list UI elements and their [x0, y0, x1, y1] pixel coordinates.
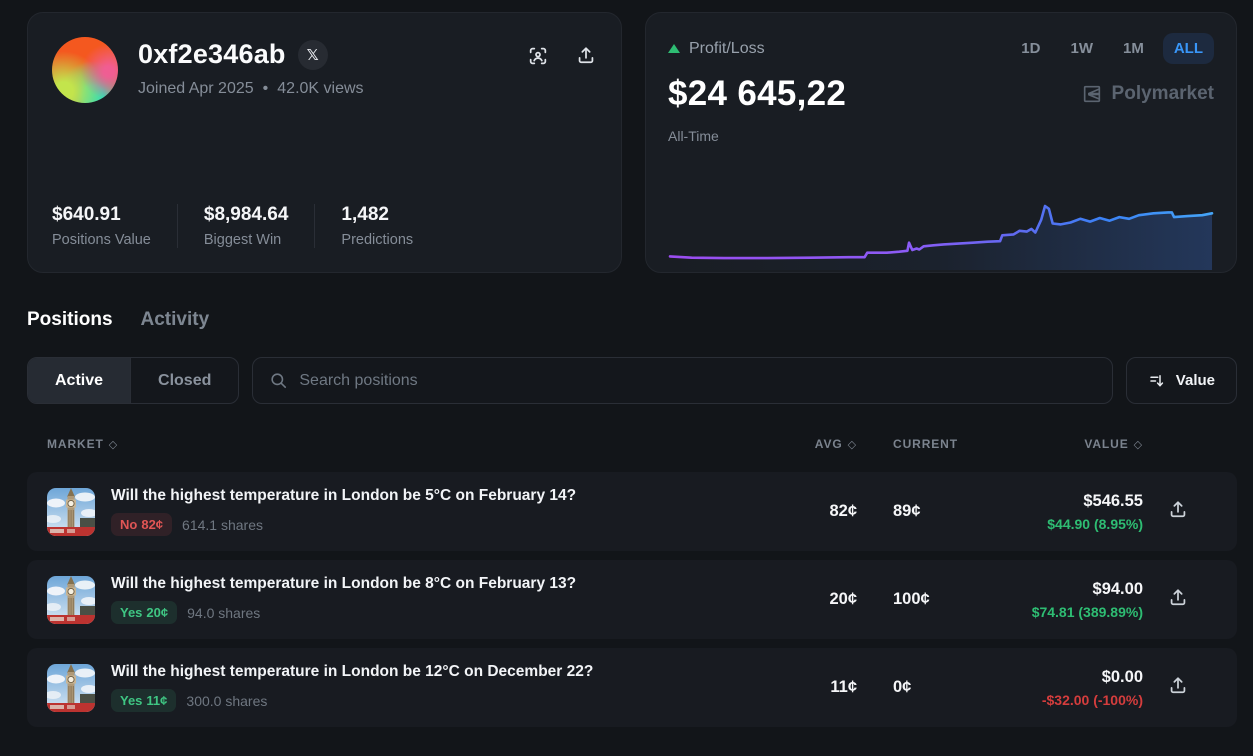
- filter-active-button[interactable]: Active: [28, 358, 131, 403]
- meta-separator-dot: •: [262, 80, 269, 97]
- outcome-badge: No 82¢: [111, 513, 173, 536]
- market-thumbnail-bigben: [47, 576, 95, 624]
- stat-positions-value: $640.91 Positions Value: [52, 204, 177, 248]
- position-row[interactable]: Will the highest temperature in London b…: [27, 648, 1237, 727]
- profile-stats: $640.91 Positions Value $8,984.64 Bigges…: [52, 204, 597, 248]
- profit-loss-title: Profit/Loss: [668, 40, 765, 58]
- tab-activity[interactable]: Activity: [140, 309, 210, 330]
- range-all-button[interactable]: ALL: [1162, 33, 1214, 64]
- market-title[interactable]: Will the highest temperature in London b…: [111, 663, 594, 680]
- polymarket-profile-page: 0xf2e346ab 𝕏 Joined Apr 2025 • 42.0K vie…: [27, 12, 1237, 727]
- position-change: $44.90 (8.95%): [1047, 515, 1143, 532]
- position-row[interactable]: Will the highest temperature in London b…: [27, 472, 1237, 551]
- positions-filter-bar: Active Closed Value: [27, 357, 1237, 404]
- market-thumbnail-bigben: [47, 664, 95, 712]
- profit-loss-amount: $24 645,22: [668, 74, 847, 113]
- sort-diamond-icon: ◇: [1133, 439, 1143, 451]
- outcome-badge: Yes 11¢: [111, 689, 177, 712]
- stat-label: Positions Value: [52, 232, 151, 248]
- tab-positions[interactable]: Positions: [27, 309, 113, 330]
- stat-value: $640.91: [52, 204, 121, 225]
- pnl-period-label: All-Time: [668, 128, 719, 144]
- x-logo-icon: 𝕏: [306, 46, 319, 64]
- sort-descending-icon: [1148, 372, 1166, 390]
- pnl-chart: [668, 180, 1214, 272]
- position-value: $94.00: [1092, 579, 1143, 598]
- stat-biggest-win: $8,984.64 Biggest Win: [176, 204, 315, 248]
- range-1w-button[interactable]: 1W: [1070, 40, 1093, 57]
- profile-avatar: [52, 37, 118, 103]
- profit-loss-card: Profit/Loss 1D 1W 1M ALL $24 645,22 Poly…: [645, 12, 1237, 273]
- header-current: CURRENT: [893, 437, 958, 451]
- profile-username: 0xf2e346ab: [138, 39, 286, 69]
- joined-date: Joined Apr 2025: [138, 80, 254, 97]
- sort-diamond-icon: ◇: [108, 438, 119, 451]
- search-positions-input[interactable]: [299, 371, 1096, 390]
- avg-price: 82¢: [829, 502, 857, 520]
- filter-closed-button[interactable]: Closed: [130, 358, 238, 403]
- position-value: $546.55: [1083, 491, 1143, 510]
- position-change: -$32.00 (-100%): [1041, 691, 1143, 708]
- sort-diamond-icon: ◇: [847, 438, 857, 451]
- views-count: 42.0K views: [277, 80, 364, 97]
- market-title[interactable]: Will the highest temperature in London b…: [111, 487, 577, 504]
- stat-label: Predictions: [341, 232, 414, 248]
- qr-scan-icon[interactable]: [527, 45, 549, 67]
- avg-price: 11¢: [830, 678, 857, 696]
- header-value[interactable]: VALUE ◇: [1084, 437, 1143, 451]
- current-price: 89¢: [893, 502, 921, 520]
- positions-table-body: Will the highest temperature in London b…: [27, 472, 1237, 727]
- current-price: 100¢: [893, 590, 930, 608]
- stat-value: $8,984.64: [203, 204, 289, 225]
- shares-count: 300.0 shares: [186, 692, 268, 709]
- market-thumbnail-bigben: [47, 488, 95, 536]
- polymarket-watermark: Polymarket: [1081, 83, 1214, 105]
- sort-by-value-button[interactable]: Value: [1125, 357, 1237, 404]
- share-position-icon[interactable]: [1167, 499, 1193, 525]
- search-icon: [269, 371, 288, 390]
- status-segmented-control: Active Closed: [27, 357, 240, 404]
- position-row[interactable]: Will the highest temperature in London b…: [27, 560, 1237, 639]
- profile-header: 0xf2e346ab 𝕏 Joined Apr 2025 • 42.0K vie…: [52, 37, 597, 103]
- market-title[interactable]: Will the highest temperature in London b…: [111, 575, 577, 592]
- top-section: 0xf2e346ab 𝕏 Joined Apr 2025 • 42.0K vie…: [27, 12, 1237, 273]
- share-position-icon[interactable]: [1167, 675, 1193, 701]
- stat-value: 1,482: [341, 204, 389, 225]
- time-range-selector: 1D 1W 1M ALL: [1010, 33, 1214, 64]
- range-1m-button[interactable]: 1M: [1122, 40, 1144, 57]
- polymarket-logo-icon: [1081, 83, 1103, 105]
- stat-label: Biggest Win: [203, 232, 282, 248]
- profile-actions: [527, 37, 597, 67]
- header-market[interactable]: MARKET ◇: [47, 437, 119, 451]
- profile-meta: Joined Apr 2025 • 42.0K views: [138, 80, 364, 98]
- search-positions-box[interactable]: [252, 357, 1113, 404]
- current-price: 0¢: [893, 678, 912, 696]
- share-profile-icon[interactable]: [575, 45, 597, 67]
- shares-count: 94.0 shares: [187, 604, 261, 621]
- profile-card: 0xf2e346ab 𝕏 Joined Apr 2025 • 42.0K vie…: [27, 12, 622, 273]
- header-avg[interactable]: AVG ◇: [814, 437, 857, 451]
- outcome-badge: Yes 20¢: [111, 601, 178, 624]
- positions-table-header: MARKET ◇ AVG ◇ CURRENT VALUE ◇: [27, 429, 1237, 459]
- share-position-icon[interactable]: [1167, 587, 1193, 613]
- shares-count: 614.1 shares: [182, 516, 263, 533]
- avg-price: 20¢: [829, 590, 857, 608]
- profit-up-icon: [668, 44, 680, 53]
- section-tabs: Positions Activity: [27, 309, 1237, 331]
- stat-predictions: 1,482 Predictions: [314, 204, 439, 248]
- position-value: $0.00: [1101, 667, 1143, 686]
- profile-info: 0xf2e346ab 𝕏 Joined Apr 2025 • 42.0K vie…: [138, 37, 364, 98]
- x-social-badge[interactable]: 𝕏: [297, 39, 328, 70]
- position-change: $74.81 (389.89%): [1031, 603, 1143, 620]
- range-1d-button[interactable]: 1D: [1021, 40, 1041, 57]
